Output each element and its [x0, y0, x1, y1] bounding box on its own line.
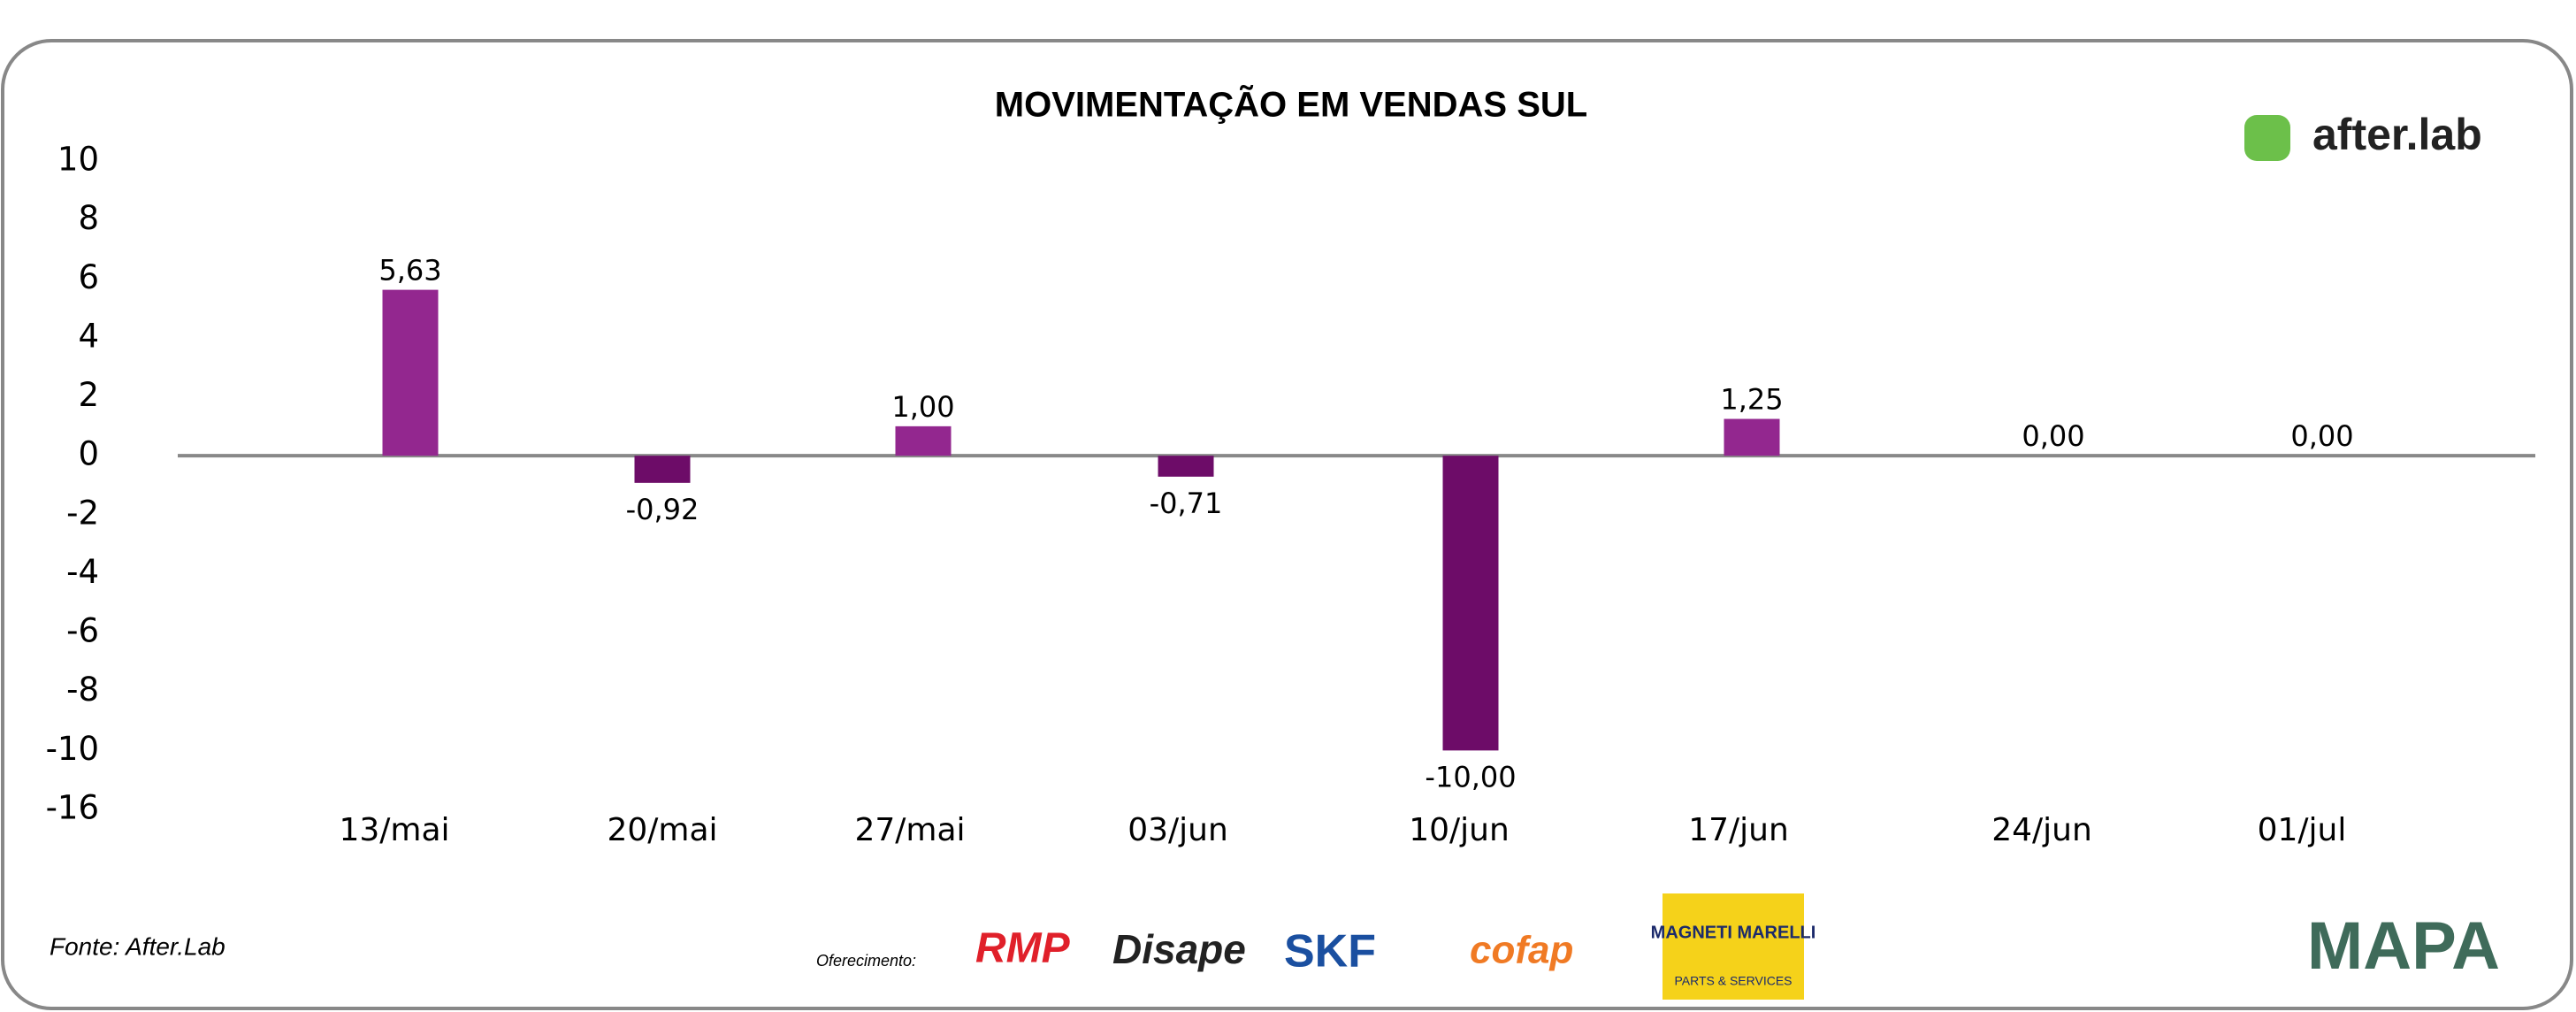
y-tick-label: -10: [46, 730, 99, 768]
logo: MAPA: [2307, 908, 2500, 984]
x-tick-label: 13/mai: [339, 812, 449, 848]
value-label: 0,00: [2290, 419, 2353, 453]
y-tick-label: -16: [46, 789, 99, 827]
y-tick-label: 10: [57, 141, 99, 179]
logo-box: [1663, 893, 1804, 1000]
bar: [382, 289, 439, 456]
bar: [1724, 418, 1780, 456]
y-tick-label: -2: [66, 494, 99, 532]
logo-mark: [2244, 115, 2290, 161]
logo: MAGNETI MARELLI: [1651, 923, 1816, 942]
value-label: 5,63: [378, 254, 441, 288]
bar: [895, 426, 952, 456]
value-label: 1,25: [1720, 383, 1783, 417]
sponsor-label: Oferecimento:: [816, 952, 916, 970]
y-tick-label: -6: [66, 612, 99, 650]
logo: after.lab: [2312, 110, 2482, 159]
frame: [1, 39, 2573, 1010]
y-tick-label: 4: [78, 317, 99, 355]
x-tick-label: 20/mai: [607, 812, 717, 848]
value-label: -0,71: [1150, 487, 1223, 520]
x-tick-label: 01/jul: [2258, 812, 2347, 848]
logo: cofap: [1470, 929, 1573, 972]
bar: [1158, 456, 1214, 477]
value-label: -0,92: [626, 493, 699, 526]
x-tick-label: 03/jun: [1127, 812, 1228, 848]
x-tick-label: 24/jun: [1991, 812, 2092, 848]
value-label: -10,00: [1425, 760, 1516, 794]
logo: Disape: [1112, 926, 1246, 972]
y-tick-label: -8: [66, 671, 99, 709]
y-tick-label: 0: [78, 435, 99, 473]
x-tick-label: 17/jun: [1688, 812, 1789, 848]
logo: RMP: [975, 925, 1071, 972]
value-label: 0,00: [2022, 419, 2084, 453]
chart-title: MOVIMENTAÇÃO EM VENDAS SUL: [995, 84, 1587, 125]
y-tick-label: 2: [78, 376, 99, 414]
value-label: 1,00: [891, 390, 954, 424]
logo: PARTS & SERVICES: [1674, 974, 1792, 988]
bar: [634, 456, 691, 483]
x-tick-label: 27/mai: [854, 812, 965, 848]
source: Fonte: After.Lab: [50, 932, 225, 960]
y-tick-label: 6: [78, 258, 99, 296]
y-tick-label: 8: [78, 199, 99, 237]
x-tick-label: 10/jun: [1409, 812, 1510, 848]
y-tick-label: -4: [66, 553, 99, 591]
bar: [1442, 456, 1499, 751]
logo: SKF: [1284, 926, 1376, 978]
